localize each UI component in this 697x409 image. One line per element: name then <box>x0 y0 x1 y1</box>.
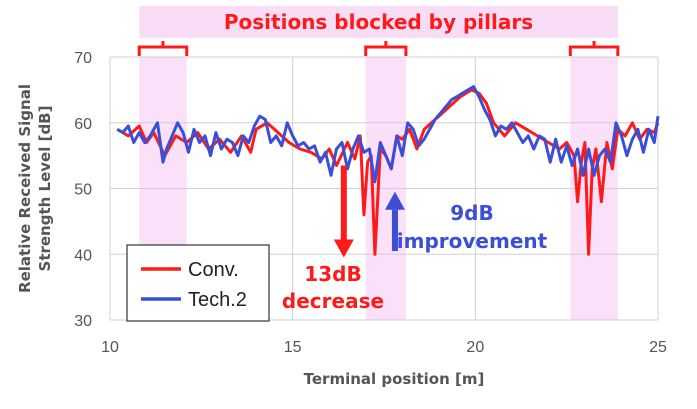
x-tick-label: 20 <box>466 339 484 356</box>
region-bracket <box>364 41 408 56</box>
banner-title: Positions blocked by pillars <box>224 10 533 34</box>
banner-background <box>139 6 618 38</box>
plot-series <box>116 85 660 256</box>
legend: Conv. Tech.2 <box>126 244 270 322</box>
x-tick-label: 15 <box>284 339 302 356</box>
series-line-tech-2 <box>116 85 660 184</box>
x-tick-label: 25 <box>649 339 667 356</box>
y-tick-label: 60 <box>74 116 92 133</box>
y-axis-title-line-1: Relative Received Signal <box>16 84 34 293</box>
legend-label: Tech.2 <box>188 289 247 311</box>
annotation-text: 13dB <box>304 262 361 286</box>
annotations: 13dB decrease 9dB improvement <box>282 165 548 313</box>
region-bracket <box>137 41 189 56</box>
annotation-arrow-head <box>384 191 405 210</box>
y-tick-label: 40 <box>74 247 92 264</box>
annotation-text: 9dB <box>450 201 493 225</box>
legend-label: Conv. <box>188 259 239 281</box>
x-tick-labels: 10 15 20 25 <box>101 339 667 356</box>
annotation-text: decrease <box>282 289 384 313</box>
region-brackets <box>137 41 620 56</box>
y-tick-labels: 30 40 50 60 70 <box>74 50 92 330</box>
annotation-text: improvement <box>397 229 548 253</box>
y-tick-label: 30 <box>74 313 92 330</box>
x-axis-title: Terminal position [m] <box>304 370 485 388</box>
legend-box <box>126 244 270 322</box>
y-tick-label: 70 <box>74 50 92 67</box>
region-bracket <box>568 41 620 56</box>
banner: Positions blocked by pillars <box>139 6 618 38</box>
x-tick-label: 10 <box>101 339 119 356</box>
y-tick-label: 50 <box>74 182 92 199</box>
annotation-arrow-head <box>333 239 354 258</box>
y-axis-title-line-2: Strength Level [dB] <box>36 106 54 272</box>
y-axis-title: Relative Received Signal Strength Level … <box>16 84 54 293</box>
